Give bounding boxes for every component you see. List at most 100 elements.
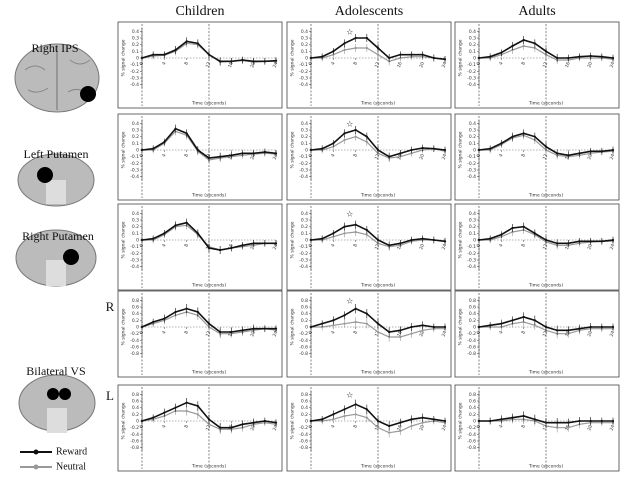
y-tick-label: -0.1	[299, 62, 308, 68]
x-tick-label: 20	[586, 153, 594, 161]
data-point	[522, 132, 525, 135]
y-tick-label: -0.1	[467, 62, 476, 68]
y-tick-label: 0.3	[469, 128, 476, 134]
data-point	[152, 53, 155, 56]
x-tick-label: 12	[374, 243, 382, 251]
data-point	[500, 51, 503, 54]
data-point	[399, 421, 402, 424]
data-point	[432, 418, 435, 421]
data-point	[443, 148, 447, 152]
data-point	[556, 56, 559, 60]
data-point	[556, 152, 559, 155]
x-tick-label: 8	[520, 424, 527, 429]
y-tick-label: -0.4	[299, 432, 308, 438]
data-point	[589, 150, 592, 153]
legend-marker	[33, 464, 39, 470]
data-point	[421, 53, 424, 56]
data-point	[489, 55, 492, 58]
y-tick-label: -0.1	[467, 154, 476, 160]
data-point	[544, 145, 548, 148]
y-tick-label: 0.2	[469, 412, 476, 418]
data-point	[343, 322, 346, 325]
x-axis-label: Time (seconds)	[360, 283, 396, 289]
data-point	[174, 127, 177, 130]
x-tick-label: 8	[183, 153, 190, 158]
data-point	[533, 42, 536, 45]
y-tick-label: -0.4	[299, 82, 308, 88]
data-point	[477, 325, 481, 329]
data-point	[489, 147, 492, 150]
data-point	[152, 237, 155, 240]
chart-panel: % signal change Time (seconds) 0.80.60.40.…	[117, 290, 283, 378]
x-tick-label: 8	[520, 61, 527, 66]
data-point	[219, 60, 222, 63]
data-point	[185, 401, 188, 404]
data-point	[432, 238, 435, 242]
row-label: Left Putamen	[24, 147, 89, 161]
x-tick-label: 24	[441, 424, 449, 432]
data-point	[443, 325, 447, 329]
brain-coronal	[18, 374, 96, 433]
y-tick-label: -0.2	[130, 69, 139, 75]
y-tick-label: -0.4	[299, 264, 308, 270]
data-point	[500, 322, 503, 325]
x-tick-label: 16	[396, 243, 404, 251]
data-point	[500, 142, 503, 145]
side-label: L	[106, 388, 114, 403]
x-tick-label: 4	[498, 153, 505, 158]
y-tick-label: 0.2	[132, 318, 139, 324]
panel-frame	[454, 21, 620, 109]
data-point	[309, 148, 313, 152]
data-point	[376, 238, 380, 242]
data-point	[376, 426, 380, 429]
y-tick-label: 0	[305, 148, 308, 154]
data-point	[185, 132, 188, 135]
y-tick-label: 0	[473, 419, 476, 425]
data-point	[533, 46, 536, 50]
data-point	[589, 54, 592, 58]
data-point	[600, 240, 603, 243]
data-point	[432, 56, 435, 60]
y-tick-label: -0.6	[299, 345, 308, 351]
y-tick-label: 0.4	[132, 211, 139, 217]
data-point	[185, 40, 188, 43]
y-axis-label: % signal change	[458, 221, 464, 258]
x-tick-label: 20	[418, 330, 426, 338]
data-point	[376, 330, 380, 334]
y-tick-label: 0.4	[132, 29, 139, 35]
data-point	[611, 148, 615, 152]
data-point	[511, 135, 514, 138]
y-tick-label: 0.2	[132, 412, 139, 418]
data-point	[432, 325, 435, 329]
y-tick-label: 0	[305, 56, 308, 62]
data-point	[611, 325, 615, 329]
data-point	[477, 419, 481, 423]
data-point	[252, 60, 255, 63]
x-tick-label: 4	[161, 330, 168, 335]
data-point	[500, 233, 503, 236]
y-tick-label: -0.3	[467, 168, 476, 174]
panel-frame	[454, 384, 620, 472]
data-point	[489, 237, 492, 240]
data-point	[578, 419, 581, 423]
data-point	[522, 225, 525, 228]
significance-star: ☆	[346, 120, 353, 129]
x-tick-label: 24	[272, 330, 280, 338]
data-point	[533, 324, 536, 327]
data-point	[365, 408, 368, 411]
data-point	[399, 53, 402, 56]
data-point	[152, 147, 155, 150]
data-point	[140, 56, 144, 60]
data-point	[556, 242, 559, 245]
data-point	[567, 426, 570, 429]
data-point	[611, 419, 615, 423]
x-tick-label: 4	[498, 61, 505, 66]
chart-panel: % signal change Time (seconds) 0.40.30.20.…	[117, 21, 283, 109]
x-tick-label: 16	[396, 424, 404, 432]
y-tick-label: -0.6	[130, 439, 139, 445]
data-point	[421, 237, 424, 240]
chart-panel: % signal change Time (seconds) 0.40.30.20.…	[286, 203, 452, 291]
data-point	[196, 148, 199, 152]
data-point	[332, 319, 335, 322]
